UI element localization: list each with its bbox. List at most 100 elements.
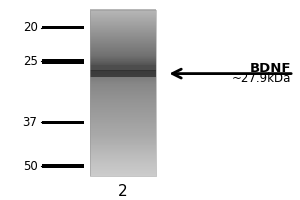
Bar bbox=[90, 154, 156, 155]
Bar bbox=[90, 46, 156, 47]
Bar bbox=[90, 109, 156, 110]
Text: 37: 37 bbox=[22, 116, 38, 129]
Bar bbox=[90, 158, 156, 159]
Bar bbox=[90, 168, 156, 169]
Bar bbox=[90, 28, 156, 29]
Bar bbox=[90, 52, 156, 53]
Text: 50: 50 bbox=[23, 160, 38, 173]
Bar bbox=[90, 114, 156, 115]
Bar bbox=[90, 115, 156, 116]
Bar bbox=[90, 11, 156, 12]
Bar bbox=[90, 116, 156, 117]
Bar bbox=[90, 68, 156, 69]
Bar bbox=[90, 26, 156, 27]
Bar bbox=[90, 67, 156, 68]
Bar bbox=[90, 113, 156, 114]
Bar bbox=[90, 49, 156, 50]
Bar bbox=[90, 119, 156, 120]
Bar bbox=[90, 173, 156, 174]
Bar bbox=[90, 129, 156, 130]
Bar bbox=[90, 107, 156, 108]
Bar bbox=[90, 72, 156, 73]
Bar bbox=[90, 77, 156, 78]
Bar bbox=[90, 138, 156, 139]
Bar bbox=[90, 172, 156, 173]
Bar bbox=[42, 164, 84, 168]
Bar bbox=[90, 146, 156, 147]
Bar bbox=[90, 25, 156, 26]
Bar bbox=[90, 142, 156, 143]
Bar bbox=[90, 131, 156, 132]
Bar bbox=[90, 59, 156, 60]
Bar bbox=[90, 9, 156, 10]
Bar bbox=[90, 30, 156, 31]
Bar bbox=[90, 139, 156, 140]
Bar bbox=[90, 31, 156, 32]
Bar bbox=[90, 121, 156, 122]
Bar bbox=[90, 143, 156, 144]
Bar bbox=[90, 157, 156, 158]
Bar bbox=[90, 45, 156, 46]
Bar bbox=[90, 10, 156, 11]
Bar bbox=[90, 120, 156, 121]
Bar bbox=[90, 16, 156, 17]
Bar bbox=[90, 84, 156, 85]
Bar bbox=[90, 54, 156, 55]
Bar bbox=[90, 64, 156, 65]
Bar bbox=[90, 15, 156, 16]
Bar bbox=[90, 72, 156, 73]
Bar bbox=[90, 17, 156, 18]
Bar bbox=[90, 143, 156, 144]
Bar bbox=[90, 169, 156, 170]
Bar bbox=[90, 166, 156, 167]
Bar bbox=[90, 159, 156, 160]
Bar bbox=[90, 42, 156, 43]
Bar bbox=[90, 119, 156, 120]
Bar bbox=[90, 71, 156, 72]
Bar bbox=[90, 111, 156, 112]
Bar bbox=[90, 19, 156, 20]
Bar bbox=[90, 133, 156, 134]
Bar bbox=[90, 85, 156, 86]
Bar bbox=[90, 27, 156, 28]
Bar bbox=[90, 30, 156, 31]
Bar bbox=[90, 21, 156, 22]
Bar bbox=[90, 11, 156, 12]
Bar bbox=[90, 132, 156, 133]
Bar bbox=[90, 137, 156, 138]
Bar bbox=[90, 151, 156, 152]
Bar bbox=[90, 107, 156, 108]
Bar bbox=[90, 63, 156, 64]
Bar bbox=[90, 152, 156, 153]
Bar bbox=[90, 90, 156, 91]
Bar bbox=[90, 51, 156, 52]
Bar bbox=[90, 101, 156, 102]
Bar bbox=[90, 82, 156, 83]
Bar bbox=[90, 55, 156, 56]
Bar bbox=[90, 135, 156, 136]
Bar bbox=[90, 148, 156, 149]
Bar bbox=[90, 162, 156, 163]
Bar bbox=[90, 23, 156, 24]
Bar bbox=[90, 56, 156, 57]
Bar bbox=[90, 25, 156, 26]
Bar bbox=[90, 127, 156, 128]
Bar bbox=[90, 10, 156, 176]
Bar bbox=[90, 153, 156, 154]
Bar bbox=[90, 153, 156, 154]
Bar bbox=[90, 88, 156, 89]
Bar bbox=[90, 164, 156, 165]
Text: 20: 20 bbox=[22, 21, 38, 34]
Bar bbox=[90, 29, 156, 30]
Bar bbox=[90, 126, 156, 127]
Bar bbox=[90, 157, 156, 158]
Bar bbox=[90, 57, 156, 58]
Bar bbox=[90, 21, 156, 22]
Bar bbox=[90, 47, 156, 48]
Bar bbox=[90, 97, 156, 98]
Bar bbox=[90, 22, 156, 23]
Bar bbox=[90, 147, 156, 148]
Bar bbox=[90, 124, 156, 125]
Bar bbox=[90, 82, 156, 83]
Bar bbox=[90, 87, 156, 88]
